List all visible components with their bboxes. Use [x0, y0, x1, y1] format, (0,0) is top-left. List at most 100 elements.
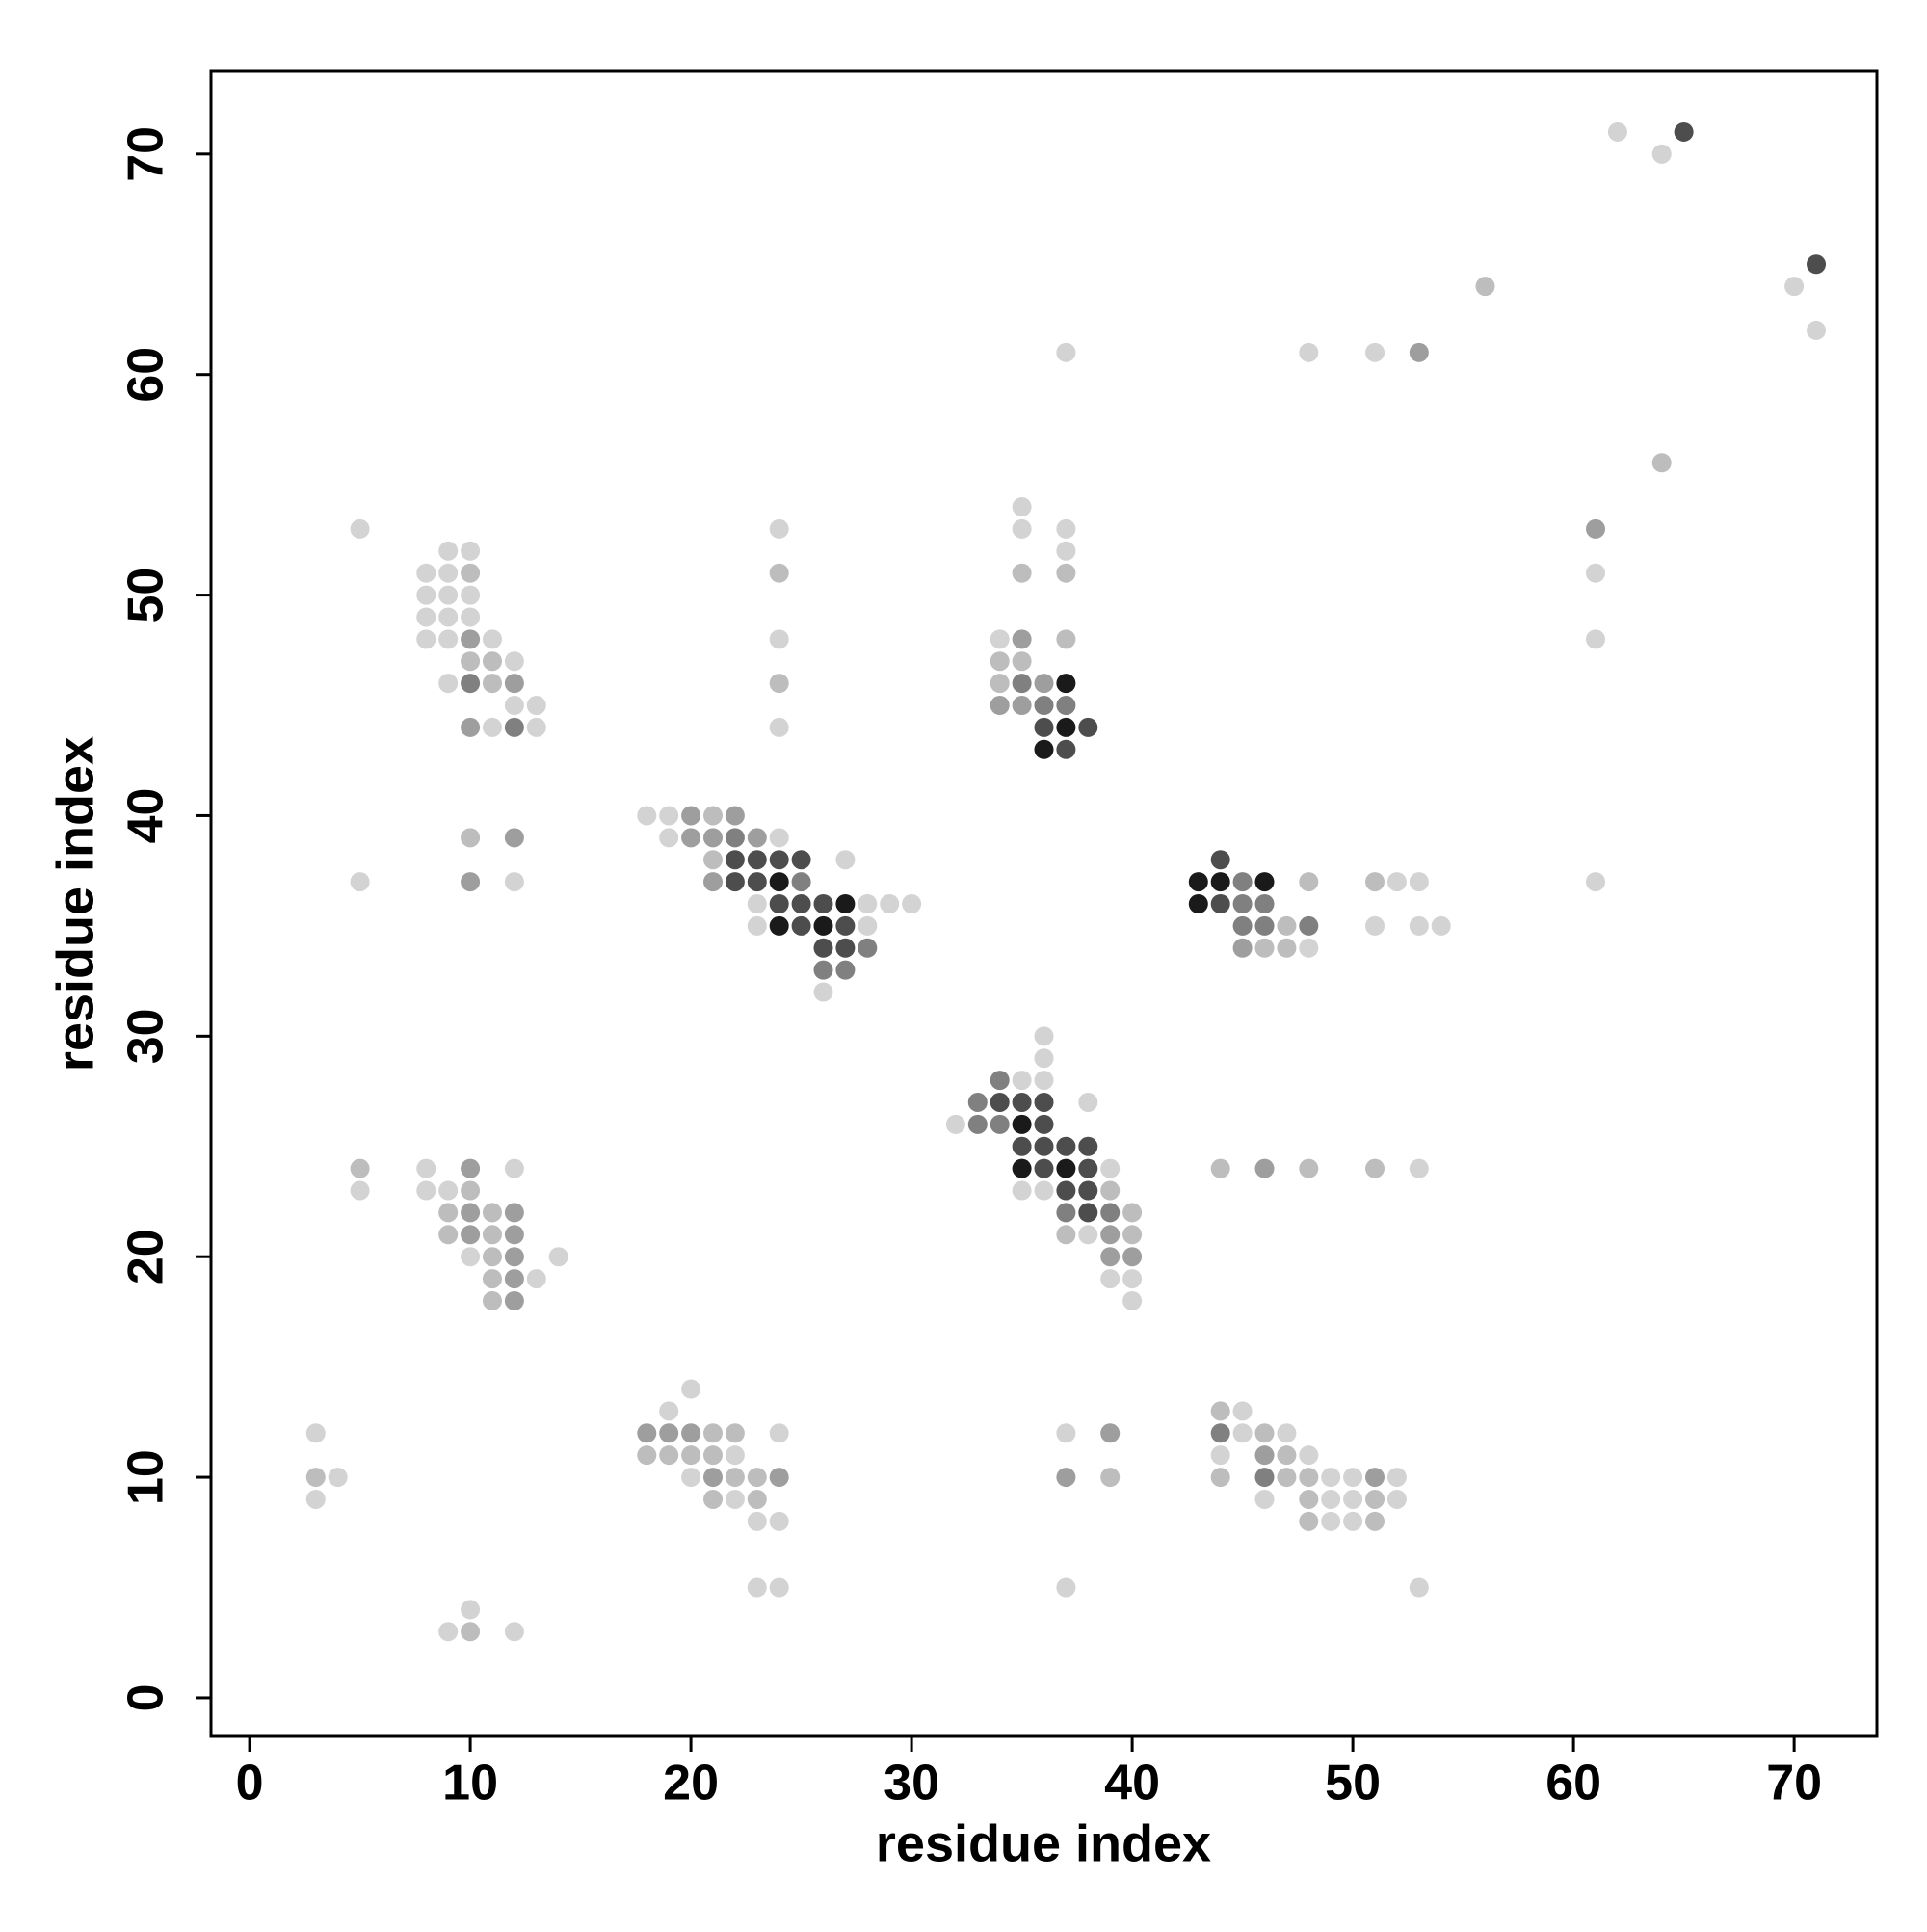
point: [637, 1423, 657, 1443]
point: [438, 607, 459, 627]
point: [438, 563, 459, 583]
point: [1056, 1577, 1076, 1598]
x-tick-label: 30: [884, 1756, 939, 1812]
point: [659, 1401, 679, 1421]
point: [1299, 1489, 1319, 1509]
point: [990, 651, 1010, 672]
point: [461, 717, 481, 737]
point: [350, 872, 370, 892]
point: [461, 872, 481, 892]
point: [990, 1114, 1010, 1134]
point: [1586, 563, 1606, 583]
point: [504, 828, 524, 848]
point: [990, 1092, 1010, 1112]
point: [438, 1225, 459, 1245]
point: [1409, 872, 1429, 892]
point: [1034, 1048, 1054, 1069]
point: [1012, 563, 1032, 583]
point: [1321, 1468, 1341, 1488]
point: [305, 1468, 326, 1488]
point: [504, 717, 524, 737]
point: [1100, 1423, 1121, 1443]
point: [1232, 894, 1253, 913]
point: [1034, 1114, 1054, 1134]
point: [1056, 629, 1076, 649]
point: [747, 894, 767, 913]
x-tick-label: 0: [236, 1756, 264, 1812]
point: [1034, 1136, 1054, 1156]
point: [1056, 518, 1076, 539]
point: [1475, 277, 1495, 297]
point: [461, 585, 481, 605]
point: [1034, 1158, 1054, 1178]
point: [526, 717, 546, 737]
point: [1586, 629, 1606, 649]
point: [1651, 144, 1672, 164]
x-tick-label: 60: [1545, 1756, 1601, 1812]
point: [813, 938, 833, 958]
point: [858, 938, 878, 958]
point: [438, 1622, 459, 1642]
point: [350, 518, 370, 539]
point: [769, 1577, 789, 1598]
point: [1078, 1158, 1098, 1178]
point: [350, 1158, 370, 1178]
point: [725, 872, 745, 892]
point: [416, 1180, 436, 1201]
point: [1056, 717, 1076, 737]
point: [548, 1247, 568, 1267]
point: [461, 563, 481, 583]
point: [461, 1158, 481, 1178]
point: [725, 1489, 745, 1509]
point: [1254, 1158, 1275, 1178]
point: [769, 1511, 789, 1531]
point: [1299, 1158, 1319, 1178]
point: [461, 1600, 481, 1620]
point: [1122, 1290, 1143, 1310]
point: [461, 1225, 481, 1245]
point: [990, 1071, 1010, 1091]
point: [637, 806, 657, 826]
point: [1122, 1225, 1143, 1245]
point: [1034, 696, 1054, 716]
point: [416, 607, 436, 627]
point: [791, 915, 811, 936]
point: [725, 1468, 745, 1488]
point: [791, 850, 811, 870]
point: [1078, 1203, 1098, 1223]
point: [1365, 872, 1386, 892]
point: [1651, 453, 1672, 473]
point: [747, 872, 767, 892]
point: [1100, 1468, 1121, 1488]
point: [1056, 563, 1076, 583]
point: [681, 1445, 701, 1466]
point: [438, 674, 459, 694]
point: [681, 1423, 701, 1443]
point: [769, 563, 789, 583]
point: [1807, 320, 1827, 340]
x-tick-label: 20: [663, 1756, 719, 1812]
point: [438, 1203, 459, 1223]
point: [835, 915, 856, 936]
point: [1210, 1445, 1230, 1466]
point: [504, 1247, 524, 1267]
point: [1034, 739, 1054, 759]
point: [967, 1114, 988, 1134]
point: [305, 1423, 326, 1443]
point: [747, 828, 767, 848]
point: [702, 806, 723, 826]
point: [504, 1269, 524, 1289]
point: [416, 1158, 436, 1178]
point: [482, 1290, 502, 1310]
point: [1012, 629, 1032, 649]
y-axis-title: residue index: [46, 736, 104, 1072]
x-tick-label: 40: [1104, 1756, 1160, 1812]
point: [461, 1247, 481, 1267]
point: [482, 651, 502, 672]
point: [482, 1225, 502, 1245]
point: [1586, 872, 1606, 892]
point: [1012, 497, 1032, 517]
point: [659, 828, 679, 848]
point: [1277, 938, 1297, 958]
